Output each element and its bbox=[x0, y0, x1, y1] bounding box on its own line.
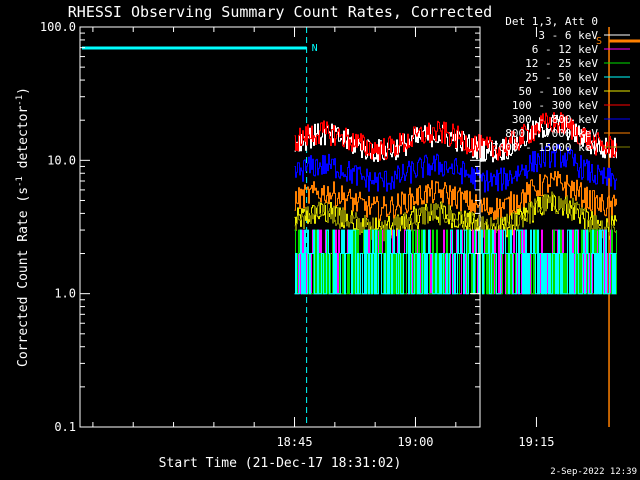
x-tick-label: 18:45 bbox=[276, 435, 312, 449]
x-tick-label: 19:15 bbox=[518, 435, 554, 449]
legend-label: 100 - 300 keV bbox=[512, 99, 598, 112]
y-tick-label: 1.0 bbox=[54, 287, 76, 301]
legend-label: 6 - 12 keV bbox=[532, 43, 599, 56]
y-tick-label: 10.0 bbox=[47, 153, 76, 167]
legend-label: 12 - 25 keV bbox=[525, 57, 598, 70]
y-axis-label-superscript-2: -1 bbox=[15, 95, 25, 106]
y-axis-label-main: Corrected Count Rate (s bbox=[16, 187, 31, 367]
saa-label: S bbox=[596, 36, 602, 47]
night-label: N bbox=[312, 43, 318, 54]
series-trace bbox=[294, 171, 617, 221]
plot-area: NS bbox=[79, 27, 640, 427]
y-axis-label: Corrected Count Rate (s-1 detector-1) bbox=[15, 87, 31, 367]
y-axis: 0.1 1.0 10.0 100.0 bbox=[40, 20, 480, 434]
plot-timestamp: 2-Sep-2022 12:39 bbox=[550, 467, 637, 477]
series-trace bbox=[294, 112, 617, 161]
legend-label: 50 - 100 keV bbox=[519, 85, 599, 98]
y-axis-label-middle: detector bbox=[16, 106, 31, 177]
series-trace bbox=[294, 229, 617, 295]
y-axis-label-end: ) bbox=[16, 87, 31, 95]
series-trace bbox=[294, 144, 617, 193]
legend-label: 800 - 7000 keV bbox=[505, 127, 598, 140]
y-axis-label-superscript: -1 bbox=[15, 176, 25, 187]
x-axis-label: Start Time (21-Dec-17 18:31:02) bbox=[159, 456, 402, 471]
legend-label: 300 - 800 keV bbox=[512, 113, 598, 126]
y-tick-label: 100.0 bbox=[40, 20, 76, 34]
legend-label: 7000 - 15000 keV bbox=[492, 141, 598, 154]
series-trace bbox=[294, 191, 617, 242]
x-tick-label: 19:00 bbox=[397, 435, 433, 449]
plot-frame bbox=[79, 26, 481, 428]
legend-label: 25 - 50 keV bbox=[525, 71, 598, 84]
legend-label: 3 - 6 keV bbox=[538, 29, 598, 42]
y-tick-label: 0.1 bbox=[54, 420, 76, 434]
chart-title: RHESSI Observing Summary Count Rates, Co… bbox=[68, 3, 492, 21]
legend-header: Det 1,3, Att 0 bbox=[505, 15, 598, 28]
